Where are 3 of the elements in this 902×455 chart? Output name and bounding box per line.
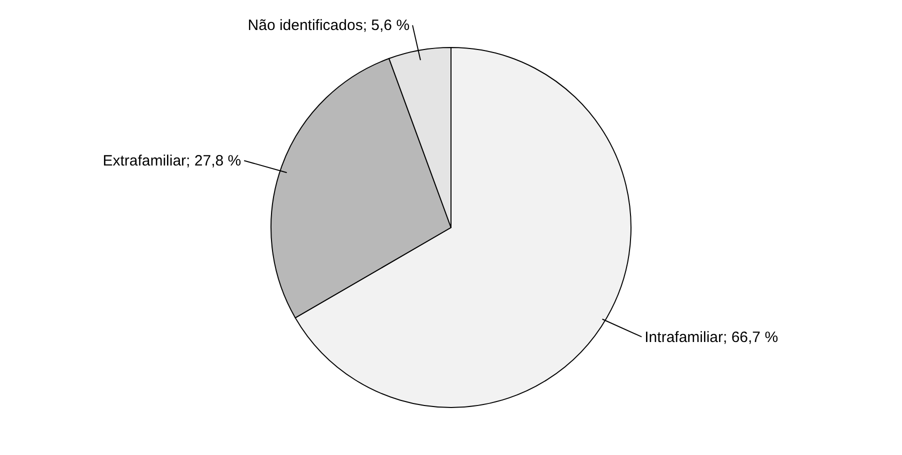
slice-label: Não identificados; 5,6 % (248, 17, 410, 34)
slice-label: Extrafamiliar; 27,8 % (102, 152, 242, 170)
slice-label: Intrafamiliar; 66,7 % (644, 328, 778, 346)
